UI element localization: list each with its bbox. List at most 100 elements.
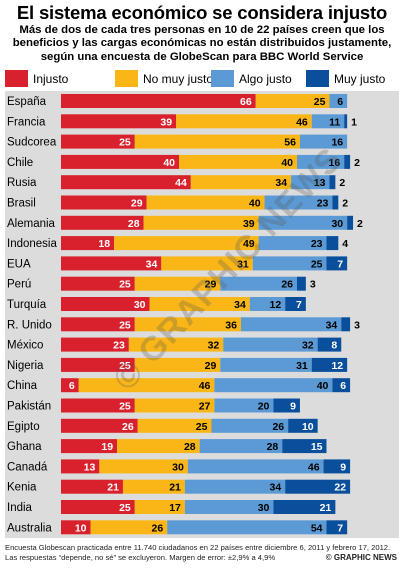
data-label-algo-justo-r-unido: 34: [326, 319, 338, 331]
data-label-no-muy-justo-pakistan: 27: [199, 401, 211, 413]
data-label-no-muy-justo-indonesia: 49: [243, 238, 255, 250]
legend-label-injusto: Injusto: [33, 72, 69, 86]
bar-no-muy-justo-canada: [99, 459, 188, 474]
data-label-muy-justo-brasil: 2: [342, 198, 348, 210]
data-label-injusto-nigeria: 25: [119, 360, 131, 372]
data-label-injusto-kenia: 21: [107, 482, 119, 494]
category-label-australia: Australia: [7, 522, 52, 534]
category-label-pakistan: Pakistán: [7, 401, 51, 413]
data-label-muy-justo-turquia: 7: [296, 299, 302, 311]
data-label-algo-justo-ghana: 28: [267, 441, 279, 453]
data-label-muy-justo-rusia: 2: [339, 177, 345, 189]
data-label-muy-justo-francia: 1: [351, 116, 357, 128]
bar-muy-justo-alemania: [347, 215, 354, 230]
bar-algo-justo-r-unido: [240, 317, 342, 332]
data-label-injusto-india: 25: [119, 502, 131, 514]
data-label-muy-justo-ghana: 15: [311, 441, 323, 453]
bar-algo-justo-canada: [187, 459, 324, 474]
bar-no-muy-justo-espana: [255, 94, 330, 108]
bar-muy-justo-canada: [323, 459, 351, 474]
bar-muy-justo-eua: [326, 256, 348, 271]
bar-algo-justo-francia: [311, 114, 345, 129]
bar-injusto-brasil: [61, 195, 147, 210]
category-label-indonesia: Indonesia: [7, 238, 57, 250]
category-label-mexico: México: [7, 340, 43, 352]
data-label-muy-justo-pakistan: 9: [290, 401, 296, 413]
data-label-injusto-australia: 10: [75, 522, 87, 534]
bar-algo-justo-pakistan: [214, 398, 274, 413]
data-label-injusto-brasil: 29: [131, 198, 143, 210]
bar-algo-justo-egipto: [211, 418, 289, 433]
bar-no-muy-justo-sudcorea: [134, 134, 300, 149]
data-label-muy-justo-nigeria: 12: [331, 360, 343, 372]
data-label-injusto-eua: 34: [146, 258, 158, 270]
bar-muy-justo-rusia: [329, 175, 336, 190]
bar-injusto-eua: [61, 256, 162, 271]
bar-muy-justo-nigeria: [311, 357, 348, 372]
data-label-injusto-chile: 40: [163, 157, 175, 169]
bar-no-muy-justo-eua: [161, 256, 253, 271]
bar-algo-justo-chile: [297, 154, 345, 169]
legend: Injusto No muy justo Algo justo Muy just…: [5, 69, 399, 89]
data-label-no-muy-justo-peru: 29: [205, 279, 217, 291]
data-label-injusto-canada: 13: [84, 461, 96, 473]
category-label-eua: EUA: [7, 258, 31, 270]
data-label-no-muy-justo-egipto: 25: [196, 421, 208, 433]
data-label-algo-justo-indonesia: 23: [311, 238, 323, 250]
data-label-algo-justo-pakistan: 20: [258, 401, 270, 413]
category-label-brasil: Brasil: [7, 198, 36, 210]
data-label-no-muy-justo-alemania: 39: [243, 218, 255, 230]
bar-injusto-rusia: [61, 175, 191, 190]
chart-title: El sistema económico se considera injust…: [16, 2, 388, 23]
data-label-injusto-francia: 39: [160, 116, 172, 128]
category-label-peru: Perú: [7, 279, 31, 291]
data-label-injusto-espana: 66: [240, 96, 252, 108]
data-label-muy-justo-eua: 7: [337, 258, 343, 270]
data-label-muy-justo-alemania: 2: [357, 218, 363, 230]
legend-swatch-muy-justo: [306, 70, 329, 87]
bar-muy-justo-ghana: [282, 439, 327, 454]
footnote-line-2-row: Las respuestas “depende, no sé” se exclu…: [5, 553, 401, 563]
bar-injusto-kenia: [61, 479, 123, 494]
bar-injusto-china: [61, 378, 79, 393]
bar-injusto-r-unido: [61, 317, 135, 332]
data-label-algo-justo-nigeria: 31: [296, 360, 308, 372]
bar-algo-justo-rusia: [291, 175, 330, 190]
legend-label-algo-justo: Algo justo: [239, 72, 292, 86]
data-label-muy-justo-egipto: 10: [302, 421, 314, 433]
legend-swatch-algo-justo: [211, 70, 234, 87]
data-label-no-muy-justo-francia: 46: [296, 116, 308, 128]
data-label-no-muy-justo-kenia: 21: [169, 482, 181, 494]
data-label-algo-justo-brasil: 23: [317, 198, 329, 210]
data-label-algo-justo-kenia: 34: [270, 482, 282, 494]
footnote: Encuesta Globescan practicada entre 11.7…: [5, 543, 401, 563]
bar-injusto-indonesia: [61, 236, 115, 251]
bar-muy-justo-r-unido: [341, 317, 351, 332]
bar-muy-justo-mexico: [317, 337, 342, 352]
bar-algo-justo-china: [214, 378, 333, 393]
bar-muy-justo-pakistan: [273, 398, 300, 413]
data-label-injusto-pakistan: 25: [119, 401, 131, 413]
data-label-algo-justo-india: 30: [258, 502, 270, 514]
bar-no-muy-justo-china: [78, 378, 215, 393]
bar-no-muy-justo-mexico: [128, 337, 224, 352]
data-label-muy-justo-chile: 2: [354, 157, 360, 169]
data-label-muy-justo-china: 6: [340, 380, 346, 392]
category-label-alemania: Alemania: [7, 218, 56, 230]
bar-algo-justo-mexico: [223, 337, 318, 352]
bar-muy-justo-chile: [344, 154, 351, 169]
data-label-no-muy-justo-china: 46: [199, 380, 211, 392]
bar-injusto-australia: [61, 520, 91, 535]
footnote-line-2: Las respuestas “depende, no sé” se exclu…: [5, 553, 276, 562]
legend-label-muy-justo: Muy justo: [334, 72, 386, 86]
bar-muy-justo-peru: [297, 276, 306, 291]
bar-no-muy-justo-peru: [134, 276, 221, 291]
data-label-muy-justo-kenia: 22: [334, 482, 346, 494]
bar-injusto-egipto: [61, 418, 138, 433]
bar-algo-justo-eua: [252, 256, 327, 271]
bar-algo-justo-turquia: [249, 297, 286, 311]
data-label-no-muy-justo-sudcorea: 56: [284, 137, 296, 149]
bar-muy-justo-francia: [344, 114, 348, 129]
bar-muy-justo-australia: [326, 520, 348, 535]
